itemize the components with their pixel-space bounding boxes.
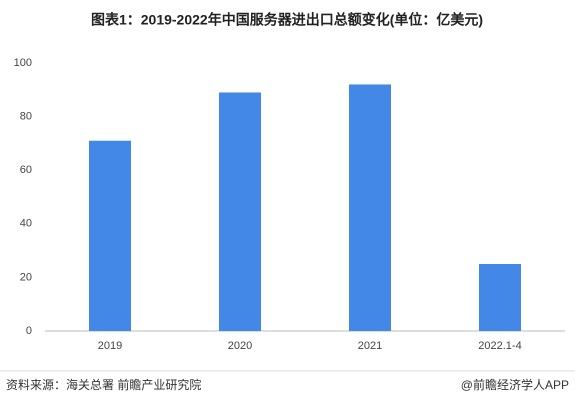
y-tick-label: 20 bbox=[20, 271, 32, 283]
y-tick-label: 60 bbox=[20, 164, 32, 176]
bar bbox=[349, 84, 391, 331]
x-tick-label: 2020 bbox=[228, 340, 252, 352]
bar bbox=[89, 140, 131, 331]
bar bbox=[219, 92, 261, 331]
x-tick-label: 2021 bbox=[358, 340, 382, 352]
y-tick-label: 80 bbox=[20, 111, 32, 123]
credit: @前瞻经济学人APP bbox=[461, 377, 569, 392]
x-tick-label: 2022.1-4 bbox=[478, 340, 521, 352]
source-note: 资料来源：海关总署 前瞻产业研究院 bbox=[6, 377, 201, 392]
chart-title: 图表1：2019-2022年中国服务器进出口总额变化(单位：亿美元) bbox=[91, 12, 483, 28]
y-tick-label: 0 bbox=[26, 325, 32, 337]
x-tick-label: 2019 bbox=[98, 340, 122, 352]
y-tick-label: 100 bbox=[14, 57, 32, 69]
bar bbox=[479, 264, 521, 331]
y-tick-label: 40 bbox=[20, 218, 32, 230]
